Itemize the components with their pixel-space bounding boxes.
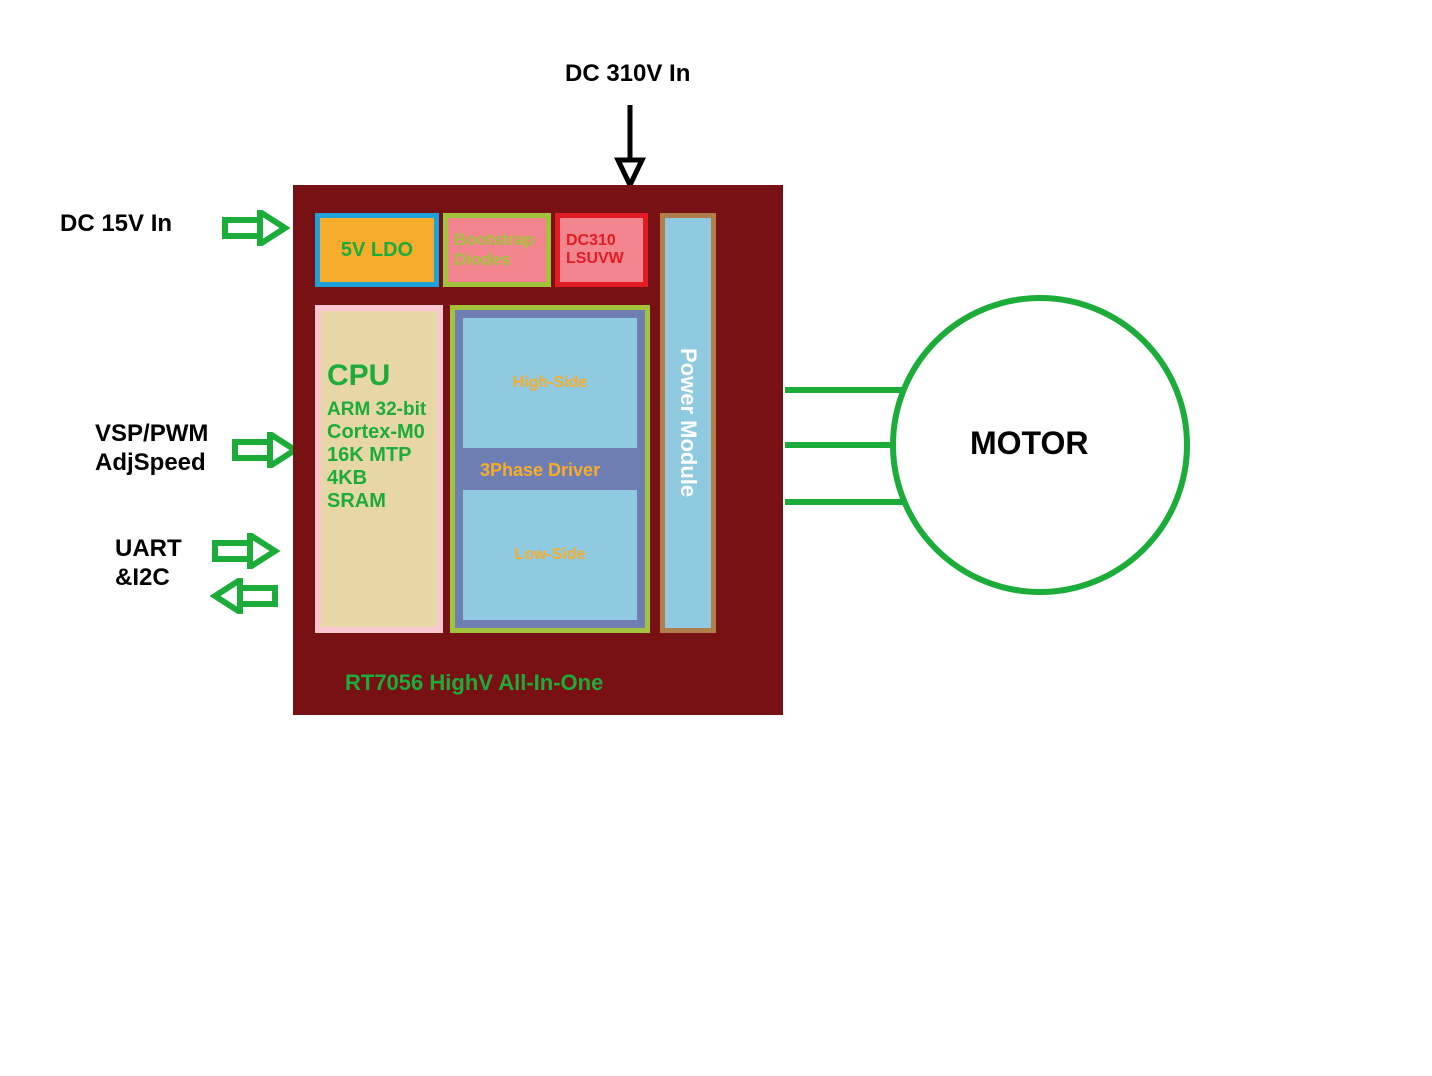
driver-low: Low-Side bbox=[463, 490, 637, 620]
dc15v-arrow bbox=[220, 210, 290, 246]
dc310v-label: DC 310V In bbox=[565, 60, 690, 88]
power-label: Power Module bbox=[675, 348, 701, 497]
uart-line1: UART bbox=[115, 535, 182, 564]
driver-high: High-Side bbox=[463, 318, 637, 448]
vsp-line2: AdjSpeed bbox=[95, 449, 208, 478]
dc310-l1: DC310 bbox=[566, 232, 616, 250]
dc310-l2: LSUVW bbox=[566, 250, 624, 268]
cpu-line-2: 16K MTP bbox=[327, 444, 431, 467]
diagram-canvas: DC 310V In DC 15V In VSP/PWM AdjSpeed UA… bbox=[0, 0, 1432, 1076]
uart-arrow-out bbox=[210, 578, 280, 614]
bootstrap-l1: Bootstrap bbox=[454, 230, 534, 250]
cpu-line-1: Cortex-M0 bbox=[327, 421, 431, 444]
driver-title: 3Phase Driver bbox=[480, 460, 600, 481]
vsp-arrow bbox=[230, 432, 300, 468]
bootstrap-block: Bootstrap Diodes bbox=[443, 213, 551, 287]
power-block: Power Module bbox=[660, 213, 716, 633]
vsp-label: VSP/PWM AdjSpeed bbox=[95, 420, 208, 478]
high-label: High-Side bbox=[513, 374, 588, 392]
chip-footer: RT7056 HighV All-In-One bbox=[345, 670, 603, 696]
cpu-block: CPU ARM 32-bit Cortex-M0 16K MTP 4KB SRA… bbox=[315, 305, 443, 633]
dc310-block: DC310 LSUVW bbox=[555, 213, 648, 287]
motor-label: MOTOR bbox=[970, 425, 1089, 462]
ldo-block: 5V LDO bbox=[315, 213, 439, 287]
uart-label: UART &I2C bbox=[115, 535, 182, 593]
uart-line2: &I2C bbox=[115, 564, 182, 593]
low-label: Low-Side bbox=[514, 546, 585, 564]
ldo-label: 5V LDO bbox=[341, 239, 413, 262]
bootstrap-l2: Diodes bbox=[454, 250, 511, 270]
dc310v-arrow bbox=[610, 100, 650, 190]
cpu-line-0: ARM 32-bit bbox=[327, 399, 431, 421]
cpu-title: CPU bbox=[327, 359, 431, 393]
cpu-line-3: 4KB SRAM bbox=[327, 467, 431, 513]
dc15v-label: DC 15V In bbox=[60, 210, 172, 238]
vsp-line1: VSP/PWM bbox=[95, 420, 208, 449]
uart-arrow-in bbox=[210, 533, 280, 569]
